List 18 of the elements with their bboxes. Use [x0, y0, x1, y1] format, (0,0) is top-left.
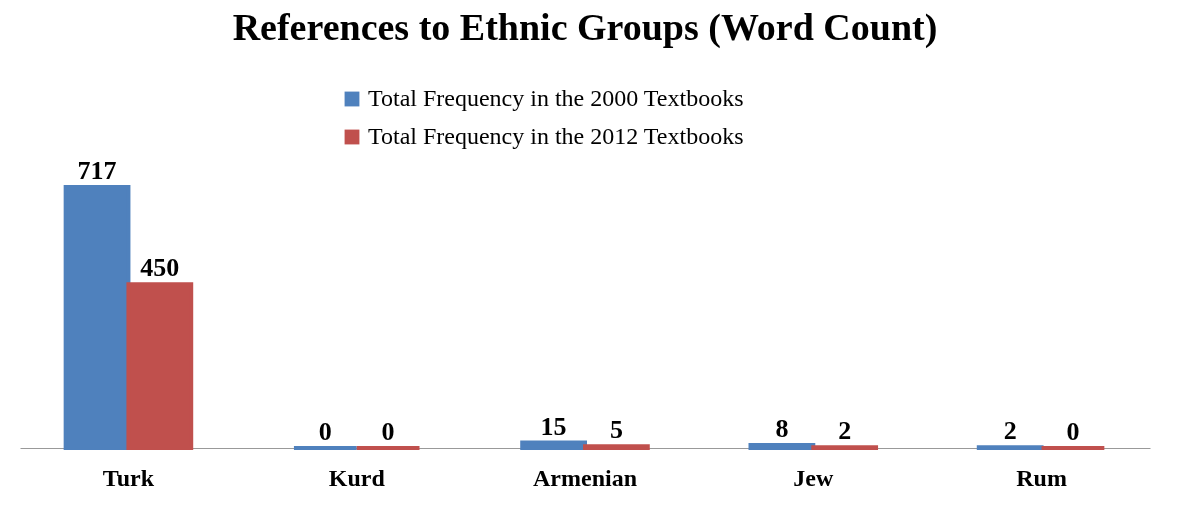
- x-tick-label: Kurd: [328, 464, 386, 491]
- chart-title: References to Ethnic Groups (Word Count): [232, 6, 938, 49]
- x-tick-label: Turk: [102, 464, 155, 491]
- data-label: 0: [318, 417, 332, 446]
- data-label: 15: [540, 411, 567, 441]
- data-label: 2: [1003, 416, 1017, 446]
- data-label: 5: [609, 415, 623, 445]
- x-tick-label: Jew: [793, 464, 834, 491]
- x-tick-label: Rum: [1016, 464, 1067, 491]
- data-label: 8: [775, 414, 789, 444]
- data-label: 0: [381, 417, 395, 446]
- data-label: 450: [140, 253, 180, 283]
- legend-label: Total Frequency in the 2000 Textbooks: [368, 85, 744, 111]
- x-tick-label: Armenian: [533, 464, 637, 491]
- data-label: 0: [1066, 417, 1080, 446]
- data-label: 2: [838, 416, 852, 446]
- legend-label: Total Frequency in the 2012 Textbooks: [368, 123, 744, 149]
- data-label: 717: [77, 156, 117, 185]
